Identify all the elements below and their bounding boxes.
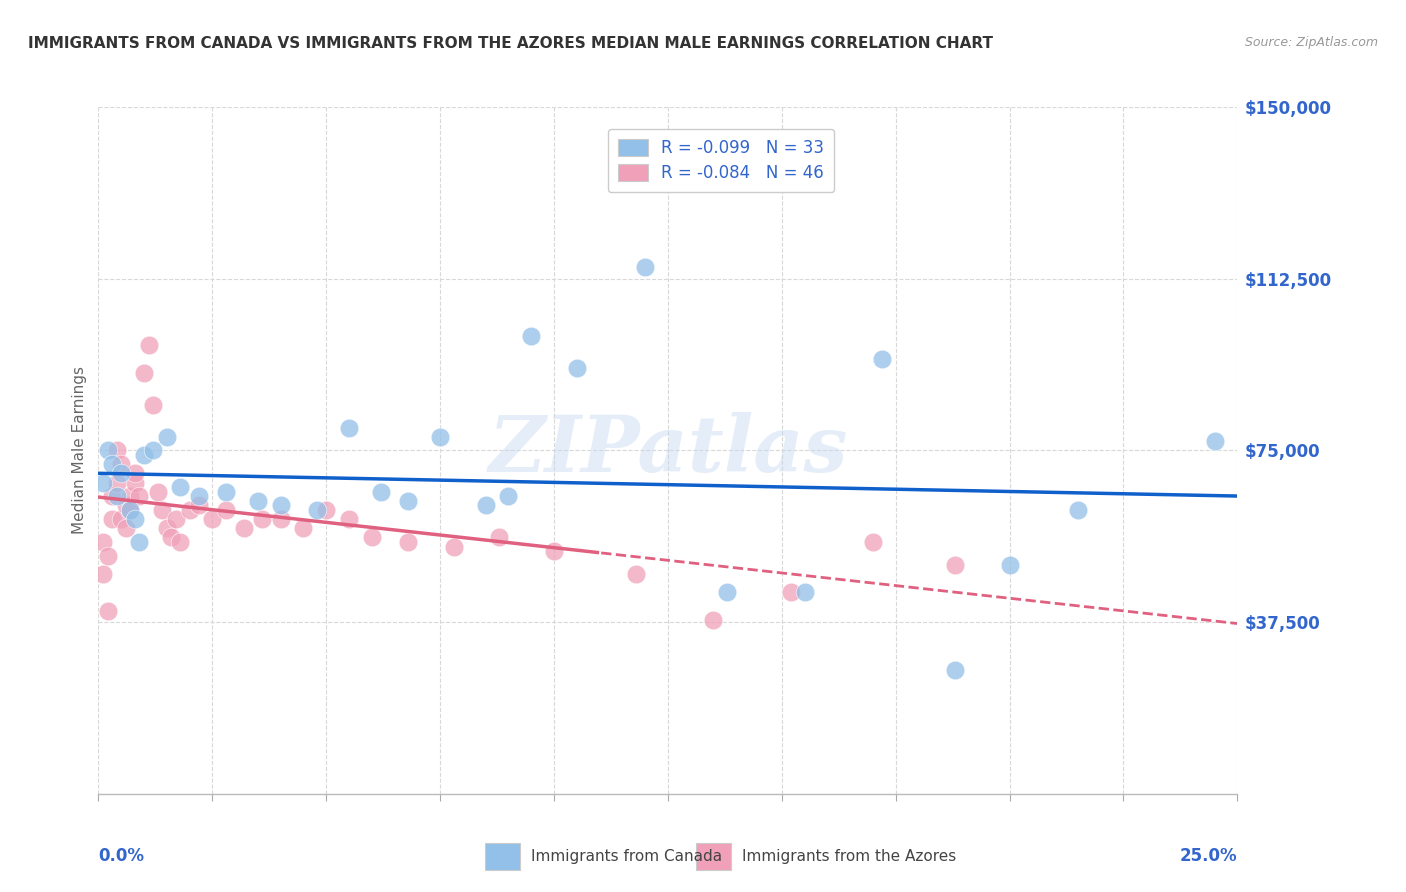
Point	[252, 512, 274, 526]
Point	[114, 521, 136, 535]
Point	[110, 467, 132, 481]
Point	[156, 521, 179, 535]
Point	[1204, 434, 1226, 449]
Point	[169, 480, 191, 494]
Point	[101, 457, 124, 471]
Point	[270, 512, 292, 526]
Point	[187, 499, 209, 513]
Point	[1067, 503, 1090, 517]
Point	[634, 260, 657, 275]
Point	[315, 503, 337, 517]
Point	[105, 489, 128, 503]
Point	[998, 558, 1021, 572]
Point	[146, 484, 169, 499]
Point	[270, 499, 292, 513]
Point	[624, 567, 647, 582]
Point	[138, 338, 160, 352]
Point	[120, 503, 142, 517]
Point	[233, 521, 256, 535]
Point	[110, 457, 132, 471]
Text: Immigrants from the Azores: Immigrants from the Azores	[742, 849, 956, 863]
Point	[101, 489, 124, 503]
Point	[101, 512, 124, 526]
Point	[488, 531, 510, 545]
Point	[337, 512, 360, 526]
Text: IMMIGRANTS FROM CANADA VS IMMIGRANTS FROM THE AZORES MEDIAN MALE EARNINGS CORREL: IMMIGRANTS FROM CANADA VS IMMIGRANTS FRO…	[28, 36, 993, 51]
Point	[292, 521, 315, 535]
Point	[396, 535, 419, 549]
Point	[520, 329, 543, 343]
Point	[96, 443, 118, 458]
Point	[91, 535, 114, 549]
Point	[429, 430, 451, 444]
Point	[124, 467, 146, 481]
Point	[120, 489, 142, 503]
Point	[179, 503, 201, 517]
Point	[142, 398, 165, 412]
Point	[132, 366, 155, 380]
Point	[128, 489, 150, 503]
Point	[702, 613, 724, 627]
Point	[443, 540, 465, 554]
Point	[498, 489, 520, 503]
Point	[360, 531, 382, 545]
Point	[96, 604, 118, 618]
Point	[150, 503, 173, 517]
Point	[132, 448, 155, 462]
Point	[307, 503, 329, 517]
Point	[124, 512, 146, 526]
Y-axis label: Median Male Earnings: Median Male Earnings	[72, 367, 87, 534]
Text: 0.0%: 0.0%	[98, 847, 145, 865]
Point	[105, 475, 128, 490]
Point	[142, 443, 165, 458]
Point	[716, 585, 738, 599]
Text: Immigrants from Canada: Immigrants from Canada	[531, 849, 723, 863]
Point	[160, 531, 183, 545]
Point	[474, 499, 496, 513]
Point	[169, 535, 191, 549]
Point	[120, 503, 142, 517]
Point	[110, 512, 132, 526]
Point	[943, 558, 966, 572]
Point	[862, 535, 884, 549]
Point	[165, 512, 187, 526]
Point	[91, 567, 114, 582]
Text: Source: ZipAtlas.com: Source: ZipAtlas.com	[1244, 36, 1378, 49]
Point	[156, 430, 179, 444]
Text: 25.0%: 25.0%	[1180, 847, 1237, 865]
Point	[128, 535, 150, 549]
Point	[793, 585, 815, 599]
Point	[246, 493, 269, 508]
Point	[565, 361, 588, 376]
Legend: R = -0.099   N = 33, R = -0.084   N = 46: R = -0.099 N = 33, R = -0.084 N = 46	[607, 129, 834, 192]
Point	[215, 503, 238, 517]
Point	[543, 544, 565, 558]
Point	[943, 663, 966, 677]
Point	[370, 484, 392, 499]
Point	[105, 443, 128, 458]
Point	[114, 499, 136, 513]
Point	[337, 420, 360, 434]
Point	[396, 493, 419, 508]
Point	[779, 585, 801, 599]
Point	[124, 475, 146, 490]
Point	[91, 475, 114, 490]
Point	[870, 351, 893, 366]
Point	[215, 484, 238, 499]
Point	[201, 512, 224, 526]
Point	[187, 489, 209, 503]
Text: ZIPatlas: ZIPatlas	[488, 412, 848, 489]
Point	[96, 549, 118, 563]
